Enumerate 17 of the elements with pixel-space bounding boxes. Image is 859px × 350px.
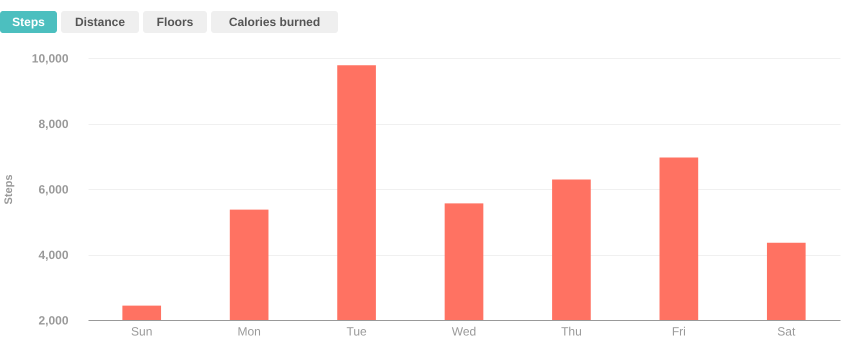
x-tick-label: Tue <box>346 324 368 338</box>
x-tick-label: Sun <box>131 324 152 338</box>
x-tick-label: Fri <box>672 324 686 338</box>
text: Distance <box>74 15 126 29</box>
y-axis-title: Steps <box>2 174 15 204</box>
text: Floors <box>156 15 194 29</box>
x-tick-label: Sat <box>777 324 796 338</box>
y-tick-label: 4,000 <box>38 248 69 262</box>
text: Calories burned <box>228 15 320 29</box>
y-tick-label: 6,000 <box>38 182 69 196</box>
x-tick-label: Wed <box>452 324 476 338</box>
y-tick-label: 8,000 <box>38 117 69 131</box>
x-tick-label: Thu <box>561 324 582 338</box>
x-tick-label: Mon <box>237 324 261 338</box>
y-tick-label: 10,000 <box>32 52 69 66</box>
text: Steps <box>12 15 46 29</box>
y-tick-label: 2,000 <box>38 314 69 328</box>
